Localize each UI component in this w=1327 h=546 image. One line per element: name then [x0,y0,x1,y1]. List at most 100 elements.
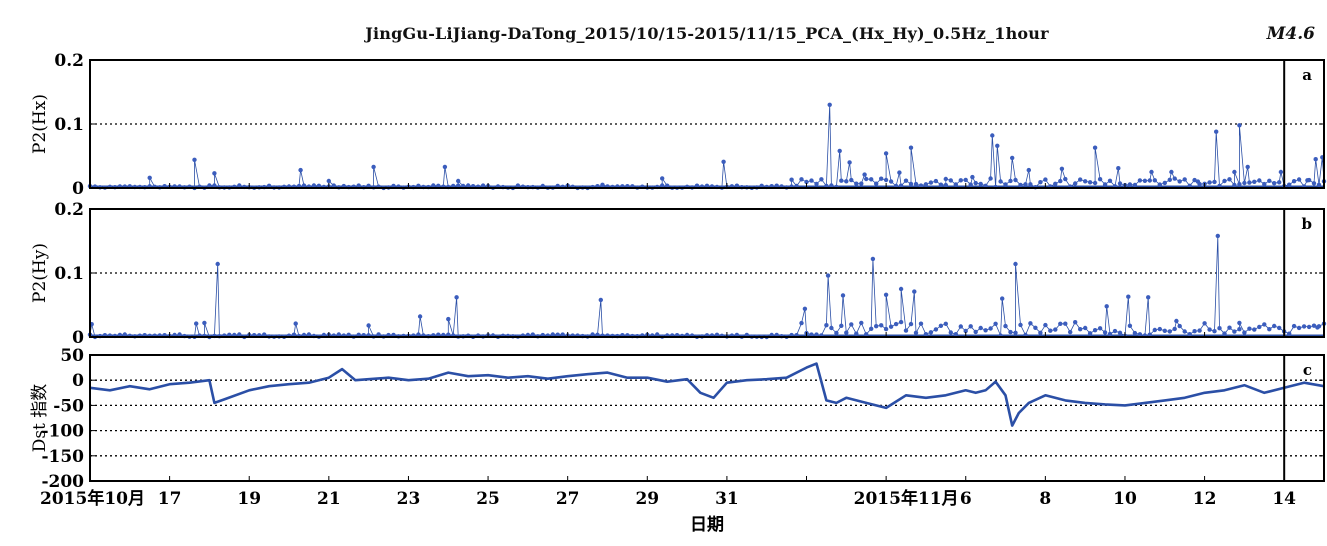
y-axis-label: P2(Hy) [30,243,50,303]
data-point [356,332,361,337]
data-point [1023,182,1028,187]
data-point [847,160,852,165]
data-point [912,289,917,294]
data-point [1252,327,1257,332]
data-point [1316,182,1322,187]
data-point [530,332,535,337]
data-point [983,183,988,188]
data-point [1237,123,1242,128]
data-point [1132,330,1138,336]
data-point [1197,181,1202,187]
data-point [1087,180,1093,185]
data-point [262,332,267,337]
data-point [744,332,749,338]
data-point [1102,330,1108,335]
data-point [714,332,720,337]
data-point [1033,325,1038,330]
data-point [391,332,396,338]
data-point [655,332,660,337]
data-point [883,151,889,156]
data-point [366,323,371,328]
data-point [888,324,894,329]
series-line [89,235,1325,338]
data-point [844,179,849,184]
data-point [849,322,854,327]
data-point [316,183,322,188]
data-point [1306,324,1312,330]
data-point [416,332,421,337]
data-point [1137,332,1143,337]
data-point [704,183,710,188]
data-point [864,176,869,182]
data-point [903,328,909,333]
data-point [266,183,272,188]
data-point [849,177,854,183]
data-point [837,148,842,154]
data-point [870,256,876,262]
x-tick-label: 19 [237,489,261,509]
data-point [1127,182,1133,187]
y-tick-label: 50 [60,346,84,366]
data-point [948,178,953,183]
data-point [1252,179,1257,184]
data-point [1028,182,1033,187]
data-point [958,324,963,329]
data-point [147,175,152,180]
data-point [1222,178,1227,184]
data-point [192,157,197,162]
data-point [326,178,331,184]
panel-c: 50 0 -50 -100 -150 -200 Dst 指数 c [30,346,1325,492]
data-point [1003,182,1008,187]
data-point [958,178,963,183]
data-point [928,330,934,335]
data-point [879,176,884,181]
data-point [840,293,846,298]
data-point [1013,261,1018,267]
data-point [893,321,899,327]
data-point [1172,176,1177,181]
data-point [943,176,948,182]
data-point [1313,157,1318,162]
data-point [923,332,929,337]
data-point [963,177,968,183]
data-point [590,332,595,337]
data-point [480,183,486,188]
data-point [215,261,220,267]
data-point [1316,324,1322,329]
data-point [1010,155,1015,161]
panel-letter: b [1302,215,1313,233]
data-point [913,181,919,187]
data-point [1132,182,1138,188]
data-point [177,332,182,337]
y-tick-label: -150 [41,447,84,467]
data-point [968,182,973,187]
data-point [1162,328,1168,333]
data-point [933,178,939,184]
data-point [948,330,953,335]
data-point [1018,322,1023,328]
data-point [973,180,978,186]
data-point [293,321,298,326]
data-point [1197,328,1202,333]
data-point [550,332,555,337]
data-point [1237,327,1242,332]
data-point [431,183,436,188]
data-point [346,332,351,337]
data-point [298,167,303,173]
data-point [1043,177,1048,182]
data-point [311,183,317,188]
data-point [1013,177,1018,183]
data-point [1215,233,1221,239]
data-point [212,171,217,176]
series-line [89,104,1325,189]
data-point [1107,178,1113,183]
data-point [371,164,376,170]
data-point [879,323,884,328]
data-point [844,330,849,335]
data-point [1142,178,1148,183]
x-tick-label: 14 [1272,489,1296,509]
data-point [827,102,832,108]
data-point [1247,180,1252,185]
data-point [1147,332,1153,337]
data-point [1003,323,1008,329]
